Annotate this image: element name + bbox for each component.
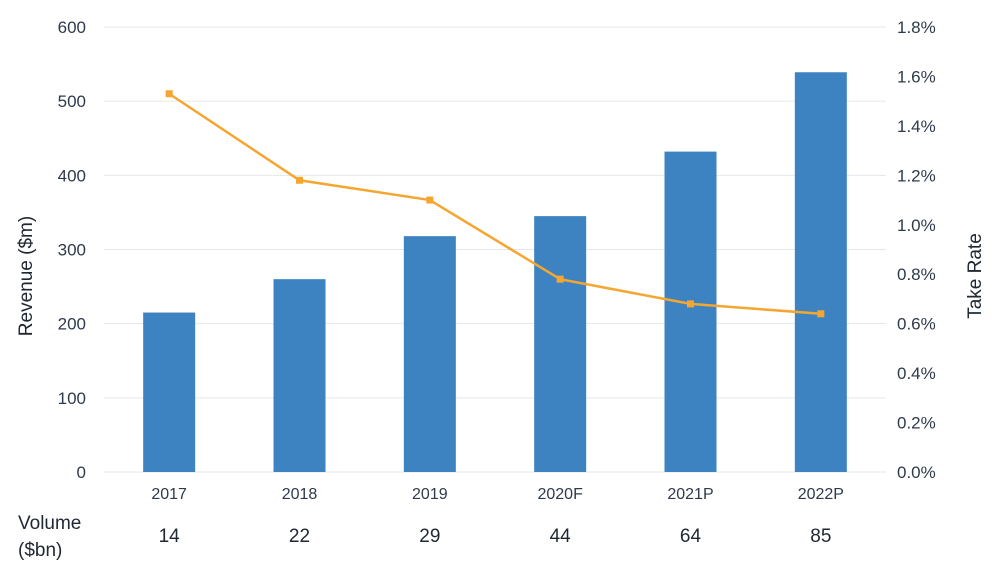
bar bbox=[664, 151, 717, 472]
left-tick-label: 100 bbox=[58, 389, 86, 408]
left-tick-label: 300 bbox=[58, 241, 86, 260]
right-tick-label: 1.0% bbox=[897, 216, 936, 235]
volume-value: 22 bbox=[289, 526, 310, 547]
bar bbox=[403, 236, 456, 472]
right-tick-label: 0.8% bbox=[897, 265, 936, 284]
right-axis-ticks: 0.0% 0.2% 0.4% 0.6% 0.8% 1.0% 1.2% 1.4% 1.6% 1.8% bbox=[897, 18, 936, 482]
take-rate-point bbox=[817, 310, 825, 318]
bar bbox=[534, 216, 587, 472]
category-labels: 2017 2018 2019 2020F 2021P 2022P bbox=[151, 486, 844, 503]
right-tick-label: 0.4% bbox=[897, 364, 936, 383]
right-tick-label: 1.2% bbox=[897, 166, 936, 185]
right-tick-label: 0.6% bbox=[897, 315, 936, 334]
bar bbox=[273, 279, 326, 472]
right-tick-label: 1.6% bbox=[897, 67, 936, 86]
take-rate-point bbox=[687, 300, 694, 308]
volume-value: 14 bbox=[159, 526, 181, 547]
volume-value: 29 bbox=[419, 526, 440, 547]
right-axis-title: Take Rate bbox=[965, 233, 986, 319]
volume-value: 44 bbox=[550, 526, 572, 547]
left-tick-label: 500 bbox=[58, 92, 86, 111]
take-rate-point bbox=[165, 90, 173, 98]
left-tick-label: 200 bbox=[58, 315, 86, 334]
left-tick-label: 600 bbox=[58, 18, 86, 37]
volume-row: 14 22 29 44 64 85 bbox=[159, 526, 832, 547]
volume-value: 64 bbox=[680, 526, 702, 547]
right-tick-label: 0.0% bbox=[897, 463, 936, 482]
category-label: 2018 bbox=[282, 486, 318, 503]
grid-lines bbox=[104, 26, 886, 473]
right-tick-label: 1.4% bbox=[897, 117, 936, 136]
take-rate-point bbox=[426, 196, 434, 204]
left-tick-label: 400 bbox=[58, 166, 86, 185]
take-rate-point bbox=[556, 275, 564, 283]
right-tick-label: 0.2% bbox=[897, 414, 936, 433]
left-axis-ticks: 0 100 200 300 400 500 600 bbox=[58, 18, 86, 482]
take-rate-line bbox=[168, 92, 821, 316]
volume-value: 85 bbox=[810, 526, 831, 547]
category-label: 2020F bbox=[537, 486, 583, 503]
left-axis-title: Revenue ($m) bbox=[16, 216, 37, 336]
category-label: 2022P bbox=[798, 486, 844, 503]
left-tick-label: 0 bbox=[77, 463, 86, 482]
category-label: 2017 bbox=[151, 486, 187, 503]
take-rate-point bbox=[296, 176, 303, 184]
category-label: 2021P bbox=[667, 486, 713, 503]
volume-label-line2: ($bn) bbox=[18, 540, 62, 561]
bar-series bbox=[143, 72, 847, 472]
volume-label-line1: Volume bbox=[18, 513, 81, 534]
bar bbox=[794, 72, 847, 472]
take-rate-series bbox=[165, 90, 825, 318]
right-tick-label: 1.8% bbox=[897, 18, 936, 37]
category-label: 2019 bbox=[412, 486, 448, 503]
bar bbox=[143, 312, 196, 472]
